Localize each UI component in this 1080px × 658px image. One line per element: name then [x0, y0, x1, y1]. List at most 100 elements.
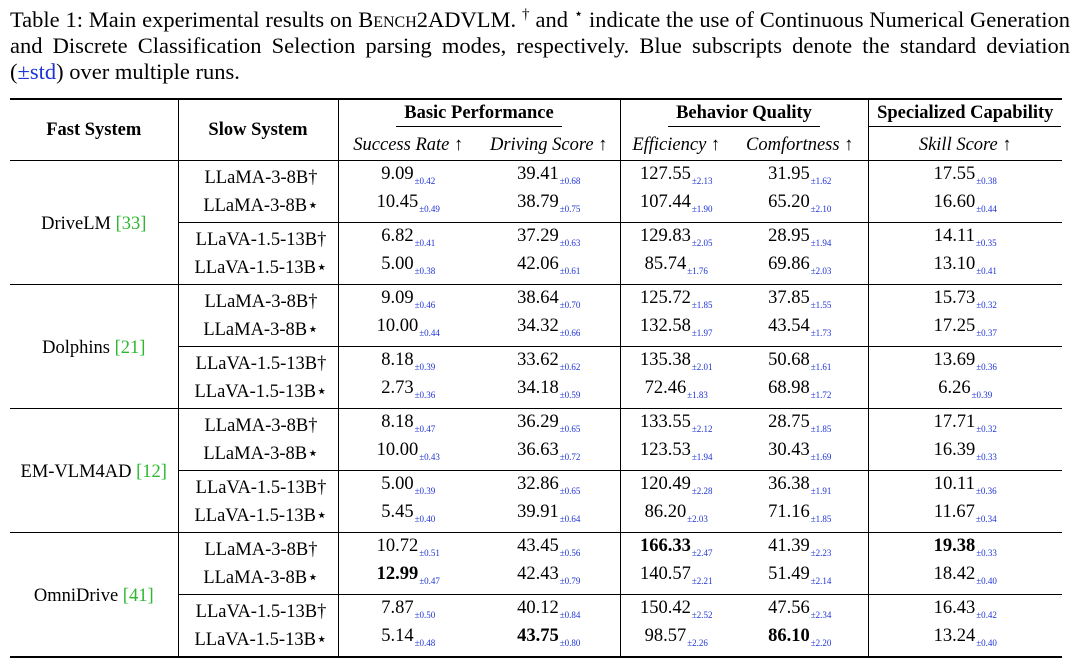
- table-row: Dolphins [21] LLaMA-3-8B† 9.09±0.46 38.64±0…: [10, 284, 1062, 409]
- value-cell: 34.18±0.59: [478, 378, 621, 409]
- dagger-symbol: †: [521, 6, 530, 23]
- std-subscript: ±0.70: [559, 300, 581, 310]
- std-subscript: ±1.94: [691, 452, 713, 462]
- std-subscript: ±0.50: [414, 610, 436, 620]
- metric-value: 43.45: [517, 536, 559, 556]
- metric-value: 47.56: [768, 598, 810, 618]
- metric-value: 10.00: [376, 440, 419, 460]
- std-subscript: ±2.13: [691, 176, 713, 186]
- value-cell: 5.45±0.40: [338, 502, 478, 533]
- std-subscript: ±0.42: [414, 176, 436, 186]
- metric-value: 123.53: [639, 440, 691, 460]
- std-subscript: ±0.79: [559, 576, 581, 586]
- value-cell: 42.43±0.79: [478, 564, 621, 595]
- value-cell: 28.75±1.85: [732, 408, 869, 440]
- std-subscript: ±0.63: [559, 238, 581, 248]
- table-row: LLaVA-1.5-13B⋆ 5.00±0.38 42.06±0.61 85.74±1…: [10, 254, 1062, 285]
- slow-system-cell: LLaMA-3-8B⋆: [178, 192, 339, 223]
- slow-system-cell: LLaMA-3-8B⋆: [178, 316, 339, 347]
- std-subscript: ±0.42: [976, 610, 997, 620]
- std-subscript: ±2.12: [691, 424, 713, 434]
- metric-value: 10.72: [376, 536, 419, 556]
- std-subscript: ±2.03: [687, 514, 708, 524]
- metric-value: 17.25: [933, 316, 976, 336]
- col-skill-score: Skill Score ↑: [918, 134, 1012, 155]
- value-cell: 37.85±1.55: [732, 284, 869, 316]
- std-subscript: ±1.85: [810, 514, 832, 524]
- table-row: OmniDrive [41] LLaMA-3-8B† 10.72±0.51 43.45…: [10, 532, 1062, 658]
- metric-value: 38.79: [517, 192, 559, 212]
- metric-value: 2.73: [381, 378, 414, 398]
- value-cell: 98.57±2.26: [620, 626, 732, 658]
- value-cell: 13.69±0.36: [868, 346, 1062, 378]
- metric-value: 5.14: [381, 626, 414, 646]
- fast-system-cell: OmniDrive [41]: [10, 532, 179, 658]
- value-cell: 28.95±1.94: [732, 222, 869, 254]
- table-row: LLaMA-3-8B⋆ 12.99±0.47 42.43±0.79 140.57±2.…: [10, 564, 1062, 595]
- std-subscript: ±1.97: [691, 328, 713, 338]
- table-row: DriveLM [33] LLaMA-3-8B† 9.09±0.42 39.41±0.…: [10, 160, 1062, 285]
- std-subscript: ±2.28: [691, 486, 713, 496]
- std-subscript: ±1.91: [810, 486, 832, 496]
- value-cell: 19.38±0.33: [868, 532, 1062, 564]
- metric-value: 133.55: [639, 412, 691, 432]
- metric-value: 140.57: [639, 564, 691, 584]
- metric-value: 16.60: [933, 192, 976, 212]
- citation-link[interactable]: [12]: [136, 461, 167, 482]
- std-link[interactable]: ±std: [17, 59, 57, 84]
- slow-system-cell: LLaMA-3-8B†: [178, 532, 339, 564]
- std-subscript: ±0.44: [976, 204, 997, 214]
- value-cell: 127.55±2.13: [620, 160, 732, 192]
- col-comfortness: Comfortness ↑: [732, 130, 869, 161]
- metric-value: 28.75: [768, 412, 810, 432]
- metric-value: 9.09: [381, 164, 414, 184]
- value-cell: 9.09±0.42: [338, 160, 478, 192]
- metric-value: 36.38: [768, 474, 810, 494]
- std-subscript: ±0.59: [559, 390, 581, 400]
- std-subscript: ±0.41: [414, 238, 436, 248]
- metric-value: 40.12: [517, 598, 559, 618]
- value-cell: 120.49±2.28: [620, 470, 732, 502]
- std-subscript: ±0.33: [976, 548, 997, 558]
- std-subscript: ±0.38: [976, 176, 997, 186]
- value-cell: 71.16±1.85: [732, 502, 869, 533]
- value-cell: 10.00±0.44: [338, 316, 478, 347]
- value-cell: 6.26±0.39: [868, 378, 1062, 409]
- value-cell: 43.45±0.56: [478, 532, 621, 564]
- std-subscript: ±0.84: [559, 610, 581, 620]
- metric-value: 5.00: [381, 254, 414, 274]
- citation-link[interactable]: [33]: [115, 213, 147, 234]
- value-cell: 31.95±1.62: [732, 160, 869, 192]
- std-subscript: ±0.49: [419, 204, 440, 214]
- metric-value: 42.06: [517, 254, 559, 274]
- std-subscript: ±0.40: [414, 514, 436, 524]
- std-subscript: ±0.36: [976, 362, 997, 372]
- metric-value: 129.83: [639, 226, 691, 246]
- value-cell: 69.86±2.03: [732, 254, 869, 285]
- value-cell: 129.83±2.05: [620, 222, 732, 254]
- value-cell: 72.46±1.83: [620, 378, 732, 409]
- metric-value: 41.39: [768, 536, 810, 556]
- std-subscript: ±1.69: [810, 452, 832, 462]
- std-subscript: ±0.48: [414, 638, 436, 648]
- std-subscript: ±0.51: [419, 548, 440, 558]
- value-cell: 85.74±1.76: [620, 254, 732, 285]
- value-cell: 13.10±0.41: [868, 254, 1062, 285]
- caption-text: indicate the use of Continuous Numerical…: [10, 7, 1071, 84]
- value-cell: 15.73±0.32: [868, 284, 1062, 316]
- value-cell: 7.87±0.50: [338, 594, 478, 626]
- star-symbol: ⋆: [573, 6, 584, 23]
- table-row: LLaVA-1.5-13B† 6.82±0.41 37.29±0.63 129.83±…: [10, 222, 1062, 254]
- std-subscript: ±2.01: [691, 362, 713, 372]
- std-subscript: ±1.76: [687, 266, 708, 276]
- std-subscript: ±0.47: [419, 576, 440, 586]
- std-subscript: ±0.40: [976, 638, 997, 648]
- std-subscript: ±1.94: [810, 238, 832, 248]
- value-cell: 38.79±0.75: [478, 192, 621, 223]
- citation-link[interactable]: [21]: [114, 337, 146, 358]
- metric-value: 37.85: [768, 288, 810, 308]
- value-cell: 10.11±0.36: [868, 470, 1062, 502]
- slow-system-cell: LLaVA-1.5-13B⋆: [178, 502, 339, 533]
- value-cell: 68.98±1.72: [732, 378, 869, 409]
- metric-value: 5.45: [381, 502, 414, 522]
